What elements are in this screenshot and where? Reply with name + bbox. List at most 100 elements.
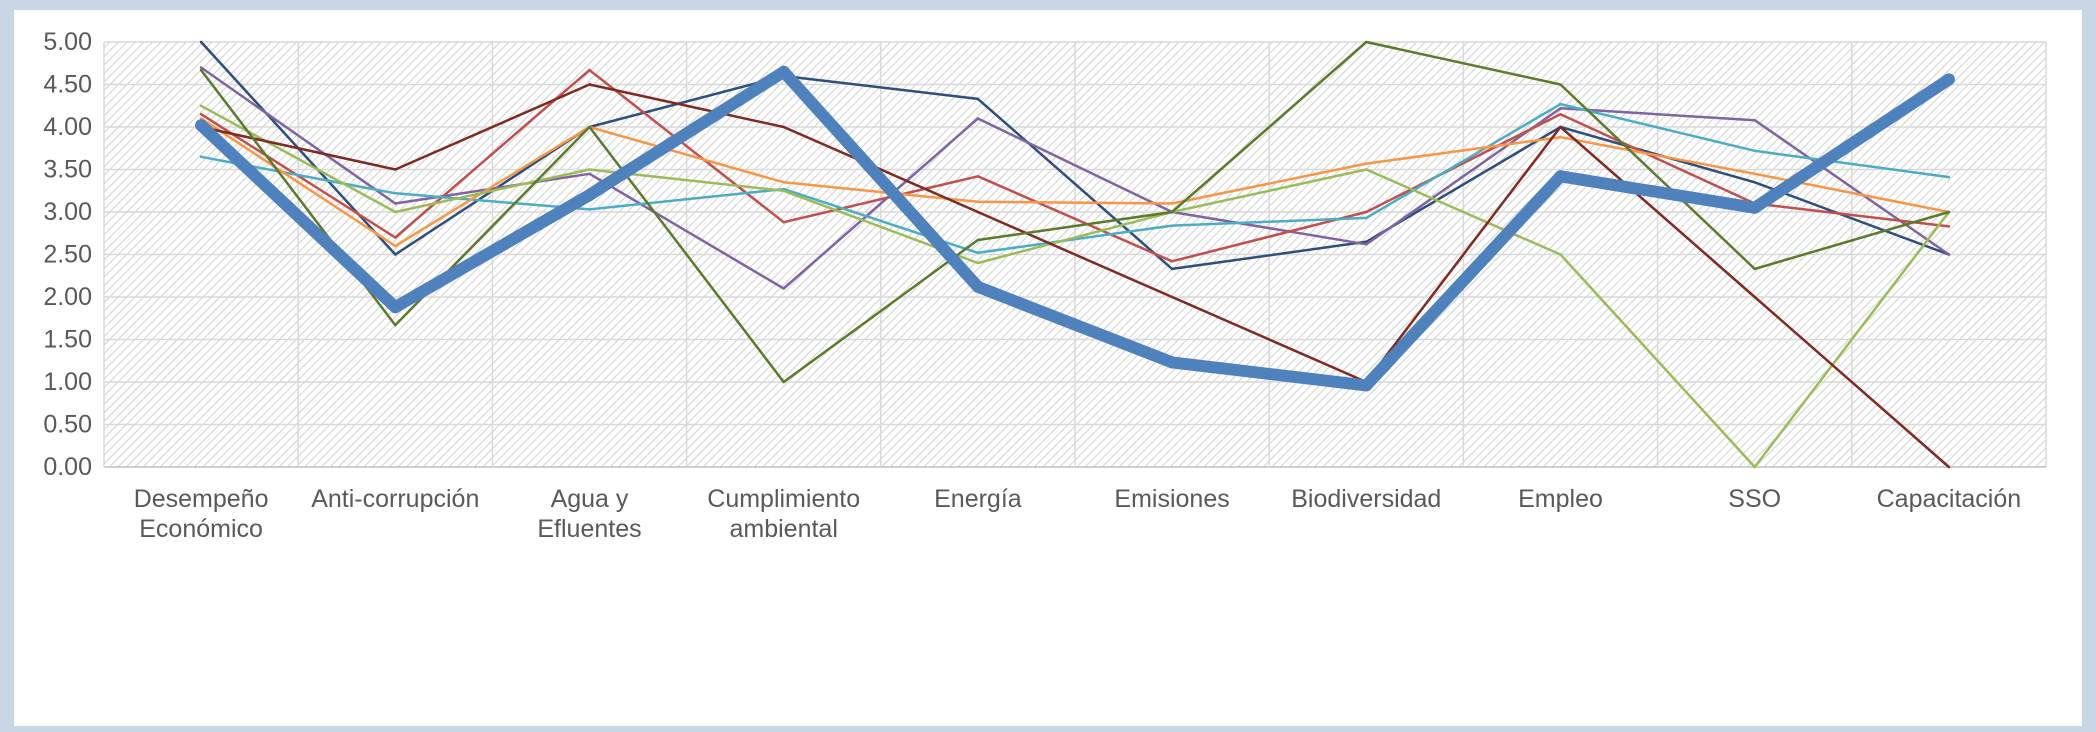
data-point xyxy=(1365,40,1368,44)
data-point xyxy=(1753,267,1756,271)
series-line-2 xyxy=(199,66,1951,290)
data-point xyxy=(976,97,980,101)
data-point xyxy=(976,261,980,265)
data-point xyxy=(1170,260,1174,263)
data-point xyxy=(394,168,397,171)
x-category-label: Cumplimiento ambiental xyxy=(707,485,860,543)
data-point xyxy=(394,236,397,239)
data-point xyxy=(1753,181,1756,184)
data-point xyxy=(1365,243,1368,246)
data-point xyxy=(976,251,980,255)
data-point xyxy=(389,301,402,314)
x-category-label: Anti-corrupción xyxy=(311,485,479,513)
x-category-label: Energía xyxy=(934,485,1022,513)
series-line-5 xyxy=(199,117,1951,248)
data-point xyxy=(1166,356,1179,369)
data-point xyxy=(1559,125,1562,129)
data-point xyxy=(782,220,785,224)
data-point xyxy=(583,189,596,201)
data-point xyxy=(1753,295,1756,299)
data-point xyxy=(588,125,591,129)
y-tick-label: 3.00 xyxy=(43,198,92,226)
y-tick-label: 5.00 xyxy=(43,28,92,56)
data-point xyxy=(199,113,203,116)
y-tick-label: 4.00 xyxy=(43,113,92,141)
data-point xyxy=(1559,83,1562,86)
data-point xyxy=(1947,175,1951,179)
data-point xyxy=(588,68,591,72)
y-tick-label: 3.50 xyxy=(43,156,92,184)
series-lines xyxy=(195,40,1955,469)
data-point xyxy=(1554,170,1567,183)
series-line-8 xyxy=(199,40,1951,384)
data-point xyxy=(976,200,980,204)
data-point xyxy=(976,238,980,242)
data-point xyxy=(777,65,790,78)
data-point xyxy=(394,202,397,205)
data-point xyxy=(394,244,397,248)
data-point xyxy=(1947,465,1951,469)
data-point xyxy=(588,172,591,175)
data-point xyxy=(1170,202,1174,205)
data-point xyxy=(971,280,984,293)
data-point xyxy=(782,189,785,192)
data-point xyxy=(1360,379,1373,392)
data-point xyxy=(394,323,397,327)
data-point xyxy=(1170,210,1174,214)
y-tick-label: 2.50 xyxy=(43,241,92,269)
data-point xyxy=(1170,295,1174,299)
data-point xyxy=(1753,465,1756,469)
data-point xyxy=(394,210,397,214)
data-point xyxy=(1365,210,1368,214)
data-point xyxy=(199,66,203,69)
data-point xyxy=(1942,73,1955,86)
data-point xyxy=(1365,216,1368,220)
data-point xyxy=(1753,172,1756,175)
series-line-3 xyxy=(199,68,1951,263)
data-point xyxy=(782,125,785,129)
x-category-label: Capacitación xyxy=(1877,485,2022,513)
data-point xyxy=(976,175,980,178)
data-point xyxy=(1365,162,1368,165)
data-point xyxy=(1559,102,1562,106)
data-point xyxy=(1559,253,1562,256)
series-line-9 xyxy=(195,65,1955,392)
y-axis-tick-labels: 0.00 0.50 1.00 1.50 2.00 2.50 3.00 3.50 4.00 4.50… xyxy=(43,28,92,481)
data-point xyxy=(588,208,591,211)
data-point xyxy=(588,168,591,171)
data-point xyxy=(199,104,203,107)
data-point xyxy=(782,380,785,384)
x-category-label: Empleo xyxy=(1518,485,1603,513)
data-point xyxy=(1559,113,1562,116)
data-point xyxy=(199,155,203,158)
x-category-label: SSO xyxy=(1728,485,1781,513)
x-category-label: Biodiversidad xyxy=(1291,485,1441,513)
data-point xyxy=(588,83,591,86)
series-line-6 xyxy=(199,104,1951,469)
x-category-label: Agua y Efluentes xyxy=(537,485,641,543)
data-point xyxy=(199,40,203,44)
data-point xyxy=(1753,118,1756,122)
data-point xyxy=(976,210,980,214)
y-tick-label: 1.50 xyxy=(43,326,92,354)
data-point xyxy=(782,181,785,184)
data-point xyxy=(976,117,980,120)
data-point xyxy=(1947,225,1951,228)
y-tick-label: 0.00 xyxy=(43,453,92,481)
data-point xyxy=(1170,267,1174,271)
data-point xyxy=(1753,149,1756,153)
x-category-label: Desempeño Económico xyxy=(134,485,269,543)
data-point xyxy=(199,68,203,72)
data-point xyxy=(394,192,397,195)
data-point xyxy=(1748,201,1761,214)
data-point xyxy=(195,119,208,132)
chart-card: 0.00 0.50 1.00 1.50 2.00 2.50 3.00 3.50 4.00 4.50… xyxy=(14,10,2082,726)
data-point xyxy=(1947,253,1951,256)
data-point xyxy=(199,117,203,120)
data-point xyxy=(1947,210,1951,214)
gridlines xyxy=(103,41,2047,468)
data-point xyxy=(782,287,785,290)
data-point xyxy=(1170,224,1174,227)
data-point xyxy=(1559,107,1562,110)
